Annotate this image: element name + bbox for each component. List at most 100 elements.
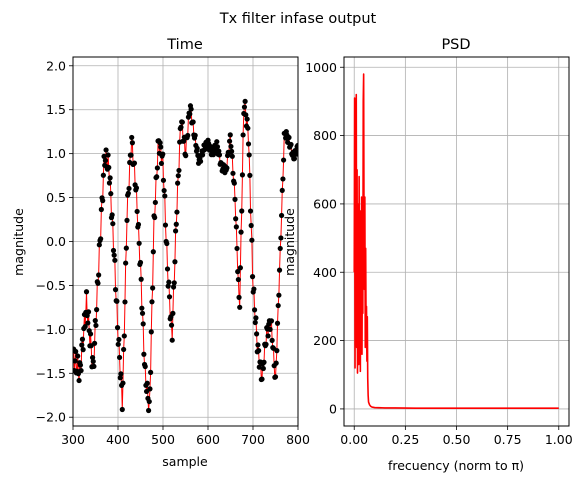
time-point-160 xyxy=(178,124,184,130)
time-point-192 xyxy=(200,152,206,158)
time-point-217 xyxy=(216,152,223,158)
time-point-34 xyxy=(93,322,99,329)
time-point-94 xyxy=(133,185,140,191)
time-point-245 xyxy=(235,276,241,283)
time-point-45 xyxy=(100,172,106,178)
time-point-97 xyxy=(135,221,142,228)
time-point-272 xyxy=(254,331,260,337)
time-point-32 xyxy=(92,340,98,346)
time-point-184 xyxy=(194,145,200,151)
time-point-328 xyxy=(291,156,297,162)
time-point-102 xyxy=(139,305,145,311)
psd-xtick-label-1: 0.25 xyxy=(391,432,419,447)
time-point-149 xyxy=(170,284,177,290)
time-point-269 xyxy=(251,307,258,313)
time-point-244 xyxy=(235,269,241,275)
time-point-157 xyxy=(176,167,182,174)
time-point-270 xyxy=(252,319,258,326)
time-point-20 xyxy=(83,289,90,295)
time-ytick-label-2: −1.0 xyxy=(36,322,66,337)
time-point-259 xyxy=(245,125,251,131)
time-point-53 xyxy=(106,164,112,171)
time-ticks: 300 400 500 600 700 800 −2.0 −1.5 −1.0 −0.5 0.0 0.5… xyxy=(36,58,310,447)
time-point-143 xyxy=(166,294,173,300)
time-point-46 xyxy=(101,153,107,159)
time-point-262 xyxy=(247,172,253,178)
time-point-63 xyxy=(112,287,119,293)
psd-xtick-label-3: 0.75 xyxy=(494,432,522,447)
time-ytick-label-4: 0.0 xyxy=(46,234,66,249)
time-point-117 xyxy=(149,299,155,305)
time-point-248 xyxy=(237,265,243,271)
time-point-150 xyxy=(171,280,177,286)
time-point-115 xyxy=(148,369,154,375)
time-xtick-label-5: 800 xyxy=(286,432,310,447)
psd-xtick-label-4: 1.00 xyxy=(545,432,573,447)
time-point-312 xyxy=(281,157,287,163)
time-point-282 xyxy=(260,365,266,372)
time-point-154 xyxy=(174,209,180,215)
time-point-110 xyxy=(144,380,150,386)
time-point-310 xyxy=(279,187,285,194)
time-point-300 xyxy=(272,374,279,380)
time-point-306 xyxy=(276,267,283,273)
time-point-41 xyxy=(98,236,104,242)
psd-ytick-label-1: 200 xyxy=(313,333,337,348)
time-point-118 xyxy=(150,285,156,291)
psd-xtick-label-2: 0.50 xyxy=(443,432,471,447)
time-point-228 xyxy=(224,165,230,171)
time-xtick-label-4: 700 xyxy=(241,432,265,447)
time-point-294 xyxy=(268,318,275,324)
time-point-246 xyxy=(236,294,242,300)
time-point-59 xyxy=(110,221,116,227)
time-point-4 xyxy=(73,348,79,355)
time-point-305 xyxy=(276,292,282,298)
time-point-7 xyxy=(75,353,81,359)
time-point-60 xyxy=(110,247,117,254)
time-point-214 xyxy=(214,144,221,150)
psd-ytick-label-5: 1000 xyxy=(305,60,337,75)
time-point-42 xyxy=(98,206,104,213)
time-point-23 xyxy=(85,309,92,315)
time-point-251 xyxy=(239,172,246,178)
time-point-139 xyxy=(164,240,170,247)
time-point-26 xyxy=(87,331,94,337)
time-point-69 xyxy=(116,354,123,361)
time-point-13 xyxy=(79,342,85,348)
time-point-35 xyxy=(94,307,100,313)
time-point-54 xyxy=(106,180,113,186)
psd-subplot: PSD 0.00 0.25 0.50 0.75 1.00 0 200 400 600 800 100… xyxy=(282,37,573,473)
time-point-130 xyxy=(158,144,164,150)
time-point-295 xyxy=(269,337,275,343)
time-point-103 xyxy=(139,310,146,316)
time-point-233 xyxy=(227,132,233,138)
time-point-292 xyxy=(267,326,273,332)
time-point-125 xyxy=(154,165,160,171)
time-point-271 xyxy=(253,315,259,321)
psd-title: PSD xyxy=(441,37,470,53)
figure-suptitle: Tx filter infase output xyxy=(219,11,377,27)
time-point-9 xyxy=(76,377,82,384)
time-point-255 xyxy=(242,98,248,104)
time-point-121 xyxy=(152,214,158,221)
time-point-152 xyxy=(173,228,179,234)
time-point-302 xyxy=(274,348,280,354)
time-point-142 xyxy=(166,279,172,285)
time-ylabel: magnitude xyxy=(11,208,26,276)
time-point-62 xyxy=(112,257,118,263)
time-point-83 xyxy=(126,185,132,192)
time-point-104 xyxy=(140,321,146,327)
time-point-241 xyxy=(233,216,239,222)
time-point-213 xyxy=(214,139,220,145)
time-point-173 xyxy=(187,111,193,117)
time-point-333 xyxy=(295,142,298,149)
time-point-133 xyxy=(160,151,166,157)
time-point-56 xyxy=(108,191,114,197)
time-point-73 xyxy=(119,406,125,413)
time-ytick-label-6: 1.0 xyxy=(46,146,66,161)
time-point-135 xyxy=(161,187,167,194)
time-point-289 xyxy=(265,333,271,339)
time-point-79 xyxy=(123,245,129,251)
time-point-136 xyxy=(162,193,168,199)
time-point-286 xyxy=(263,341,269,347)
